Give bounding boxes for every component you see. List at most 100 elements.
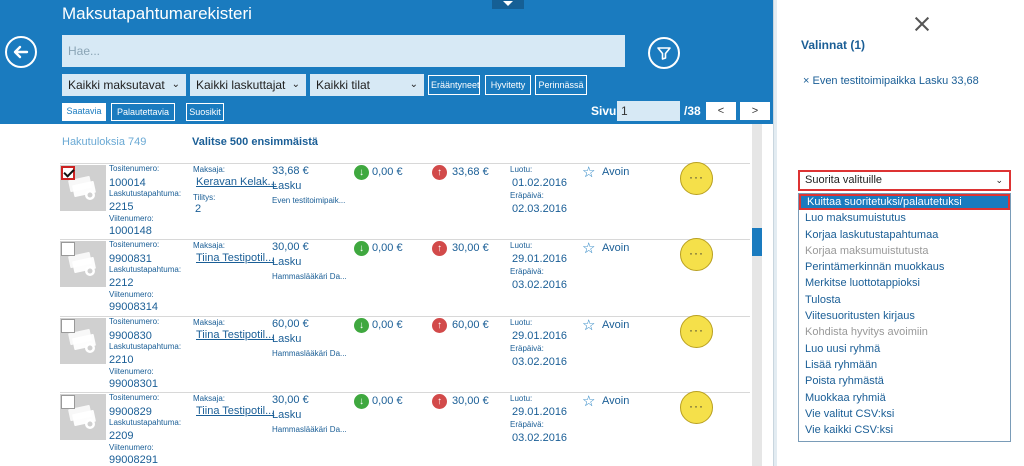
- more-dots-icon[interactable]: ···: [680, 238, 713, 271]
- menu-item[interactable]: Korjaa laskutustapahtumaa: [805, 228, 939, 241]
- prev-page-button[interactable]: <: [706, 102, 736, 120]
- more-dots-icon[interactable]: ···: [680, 391, 713, 424]
- menu-item[interactable]: Kuittaa suoritetuksi/palautetuksi: [799, 194, 1010, 211]
- star-outline-icon[interactable]: ☆: [582, 240, 596, 257]
- results-count: Hakutuloksia 749: [62, 136, 147, 148]
- close-icon[interactable]: [914, 16, 930, 32]
- row-checkbox[interactable]: [61, 395, 75, 409]
- menu-item[interactable]: Merkitse luottotappioksi: [805, 277, 920, 290]
- menu-item: Kohdista hyvitys avoimiin: [805, 326, 928, 339]
- tab-refunds[interactable]: Palautettavia: [111, 103, 175, 121]
- menu-item[interactable]: Muokkaa ryhmiä: [805, 391, 886, 404]
- star-outline-icon[interactable]: ☆: [582, 164, 596, 181]
- toggle-credited[interactable]: Hyvitetty: [485, 75, 531, 95]
- table-row[interactable]: Tositenumero: 100014 Laskutustapahtuma: 221…: [60, 162, 750, 239]
- menu-item[interactable]: Perintämerkinnän muokkaus: [805, 261, 945, 274]
- due-label: Eräpäivä:: [510, 344, 544, 353]
- row-type: Lasku: [272, 333, 302, 345]
- created-date: 29.01.2016: [512, 253, 568, 265]
- receipt-label: Tositenumero:: [109, 317, 160, 326]
- back-button[interactable]: [5, 36, 37, 68]
- tab-receivables[interactable]: Saatavia: [62, 103, 106, 121]
- scrollbar-track[interactable]: [752, 124, 762, 466]
- page-title: Maksutapahtumarekisteri: [62, 4, 252, 23]
- receipt-number: 9900830: [109, 330, 152, 342]
- selected-item[interactable]: × Even testitoimipaikka Lasku 33,68: [803, 75, 979, 87]
- payer-link[interactable]: Tiina Testipotil...: [196, 329, 275, 341]
- settlement-label: Tilitys:: [193, 193, 216, 202]
- payer-label: Maksaja:: [193, 165, 226, 174]
- due-date: 03.02.2016: [512, 356, 568, 368]
- table-row[interactable]: Tositenumero: 9900830 Laskutustapahtuma: 22…: [60, 315, 750, 392]
- payment-thumbnail: [60, 394, 106, 440]
- filter-button[interactable]: [648, 37, 680, 69]
- row-amount: 30,00 €: [272, 394, 309, 406]
- bulk-action-value: Suorita valituille: [805, 174, 883, 186]
- payer-link[interactable]: Tiina Testipotil...: [196, 252, 275, 264]
- page-number-input[interactable]: [617, 101, 680, 121]
- due-label: Eräpäivä:: [510, 267, 544, 276]
- back-arrow-icon: [13, 45, 29, 59]
- paid-amount: 0,00 €: [372, 242, 403, 254]
- receipt-label: Tositenumero:: [109, 164, 160, 173]
- row-description: Hammaslääkäri Da...: [272, 349, 347, 358]
- more-dots-icon[interactable]: ···: [680, 315, 713, 348]
- menu-item: Korjaa maksumuistutusta: [805, 244, 929, 257]
- row-checkbox[interactable]: [61, 166, 75, 180]
- payer-link[interactable]: Tiina Testipotil...: [196, 405, 275, 417]
- reference-label: Viitenumero:: [109, 443, 154, 452]
- tab-favorites[interactable]: Suosikit: [186, 103, 224, 121]
- payment-method-dropdown[interactable]: Kaikki maksutavat ⌄: [62, 74, 186, 96]
- more-dots-icon[interactable]: ···: [680, 162, 713, 195]
- table-row[interactable]: Tositenumero: 9900831 Laskutustapahtuma: 22…: [60, 238, 750, 315]
- arrow-down-icon: ↓: [354, 394, 369, 409]
- receipt-number: 9900831: [109, 253, 152, 265]
- receipt-number: 9900829: [109, 406, 152, 418]
- reference-number: 99008291: [109, 454, 158, 466]
- payer-link[interactable]: Keravan Kelak...: [196, 176, 277, 188]
- select-first-500-link[interactable]: Valitse 500 ensimmäistä: [192, 136, 318, 148]
- row-amount: 30,00 €: [272, 241, 309, 253]
- status-badge: Avoin: [602, 242, 630, 254]
- collapse-toggle[interactable]: [492, 0, 524, 9]
- biller-dropdown[interactable]: Kaikki laskuttajat ⌄: [190, 74, 306, 96]
- menu-item[interactable]: Luo uusi ryhmä: [805, 342, 881, 355]
- chevron-down-icon: ⌄: [171, 79, 180, 90]
- paid-amount: 0,00 €: [372, 395, 403, 407]
- table-row[interactable]: Tositenumero: 9900829 Laskutustapahtuma: 22…: [60, 391, 750, 466]
- register-panel: Maksutapahtumarekisteri Kaikki maksutava…: [0, 0, 773, 466]
- scrollbar-thumb[interactable]: [752, 228, 762, 256]
- reference-number: 1000148: [109, 225, 152, 237]
- status-dropdown[interactable]: Kaikki tilat ⌄: [310, 74, 424, 96]
- star-outline-icon[interactable]: ☆: [582, 317, 596, 334]
- chevron-down-icon: ⌄: [995, 175, 1003, 185]
- reference-number: 99008314: [109, 301, 158, 313]
- row-amount: 33,68 €: [272, 165, 309, 177]
- billing-event-number: 2209: [109, 430, 134, 442]
- page-total: /38: [684, 104, 701, 118]
- star-outline-icon[interactable]: ☆: [582, 393, 596, 410]
- row-checkbox[interactable]: [61, 319, 75, 333]
- bulk-action-dropdown[interactable]: Suorita valituille ⌄: [798, 170, 1011, 191]
- menu-item[interactable]: Vie valitut CSV:ksi: [805, 407, 895, 420]
- arrow-down-icon: ↓: [354, 241, 369, 256]
- next-page-button[interactable]: >: [740, 102, 770, 120]
- panel-divider: [773, 0, 777, 466]
- menu-item[interactable]: Vie kaikki CSV:ksi: [805, 424, 894, 437]
- created-label: Luotu:: [510, 241, 533, 250]
- search-input[interactable]: [62, 35, 625, 67]
- selection-title: Valinnat (1): [801, 38, 866, 52]
- menu-item[interactable]: Viitesuoritusten kirjaus: [805, 310, 915, 323]
- menu-item[interactable]: Poista ryhmästä: [805, 375, 884, 388]
- toggle-overdue[interactable]: Erääntyneet: [428, 75, 480, 95]
- menu-item[interactable]: Luo maksumuistutus: [805, 212, 906, 225]
- menu-item[interactable]: Tulosta: [805, 293, 841, 306]
- row-type: Lasku: [272, 180, 302, 192]
- billing-event-label: Laskutustapahtuma:: [109, 265, 182, 274]
- status-badge: Avoin: [602, 395, 630, 407]
- money-bills-icon: [68, 176, 96, 200]
- row-checkbox[interactable]: [61, 242, 75, 256]
- toggle-collection[interactable]: Perinnässä: [535, 75, 587, 95]
- menu-item[interactable]: Lisää ryhmään: [805, 358, 878, 371]
